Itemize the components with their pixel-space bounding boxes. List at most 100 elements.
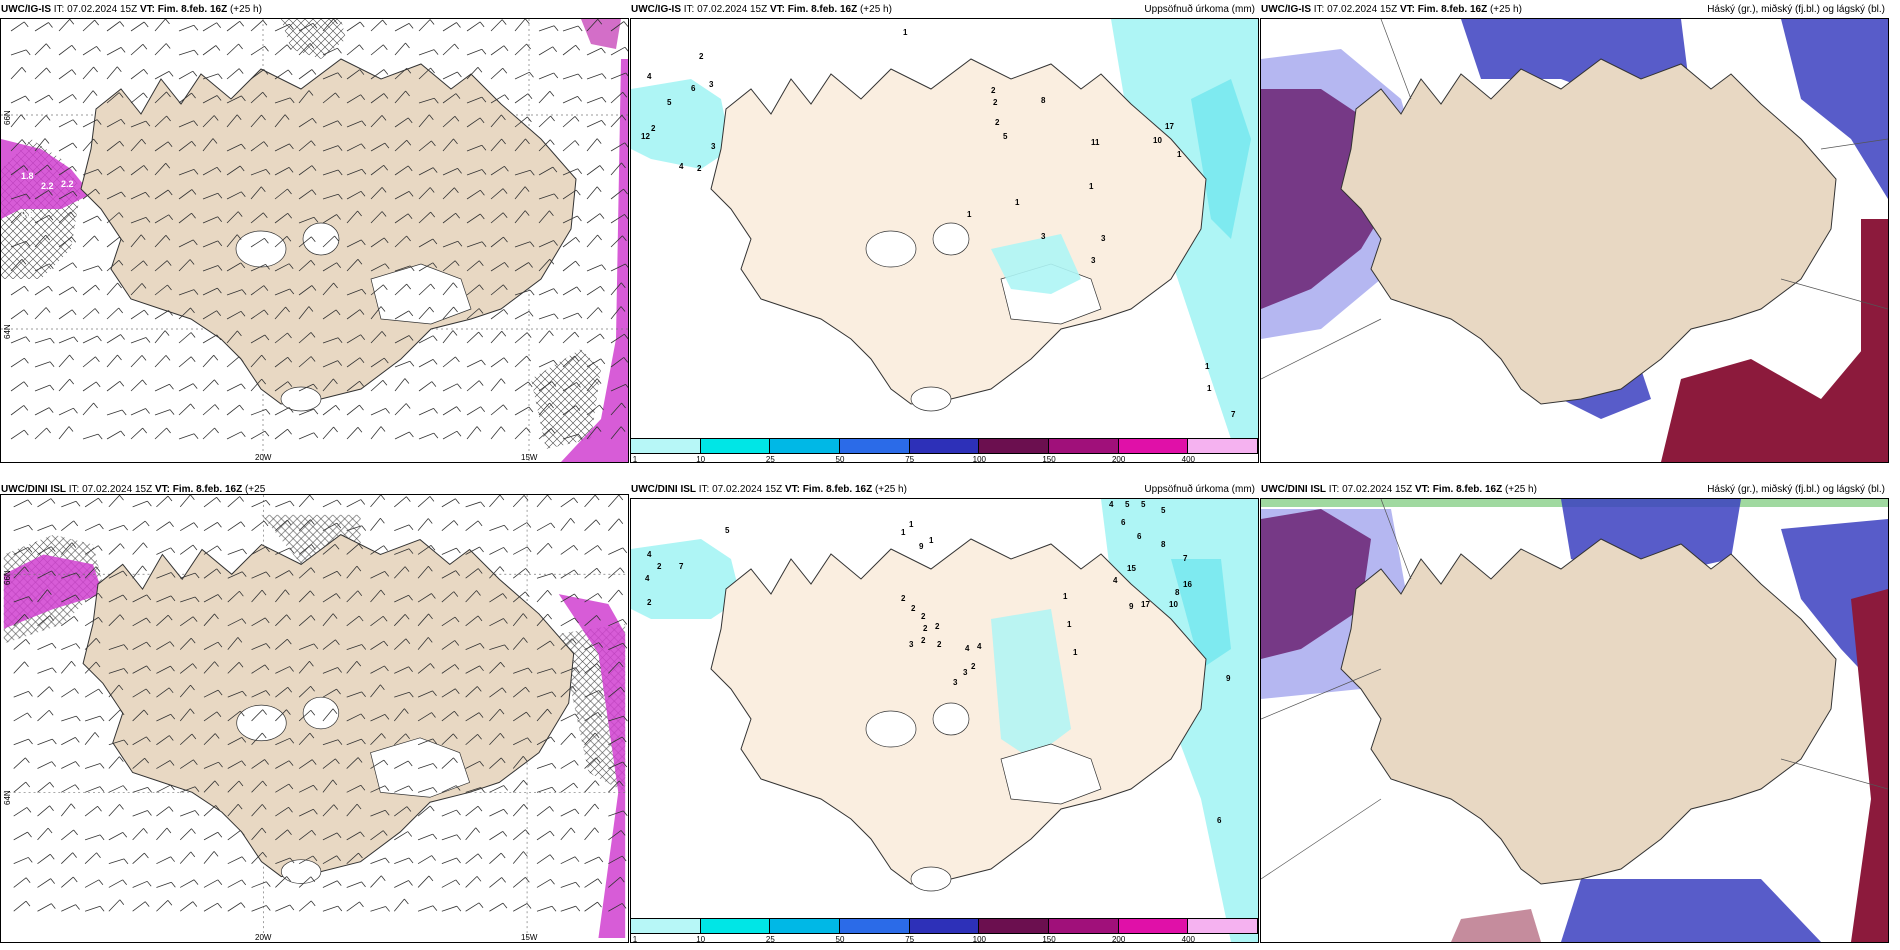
wind-barb xyxy=(61,688,75,698)
wind-barb-flag xyxy=(502,902,508,909)
wind-barb-flag xyxy=(358,852,363,859)
wind-barb xyxy=(418,19,431,32)
wind-barb xyxy=(442,93,457,104)
wind-barb-flag xyxy=(597,545,602,551)
wind-barb-flag xyxy=(596,615,601,621)
wind-barb-flag xyxy=(123,524,128,531)
wind-barb-flag xyxy=(237,803,243,810)
wind-barb-flag xyxy=(310,615,316,621)
wind-barb-flag xyxy=(286,709,291,715)
wind-barb xyxy=(130,191,146,200)
wind-barb-flag xyxy=(431,381,437,387)
wind-barb-flag xyxy=(597,234,602,241)
wind-barb xyxy=(560,569,575,579)
wind-barb-flag xyxy=(98,879,104,886)
wind-barb xyxy=(584,495,596,508)
wind-barb-flag xyxy=(478,902,484,909)
wind-barb-flag xyxy=(146,736,151,743)
wind-barb-flag xyxy=(49,805,54,811)
wind-barb xyxy=(394,165,409,176)
wind-barb-flag xyxy=(454,710,459,717)
precip-value: 1 xyxy=(1089,182,1094,191)
wind-barb xyxy=(226,20,240,32)
wind-barb-flag xyxy=(28,596,33,602)
precip-map[interactable]: 1 2 4 5 6 3 2 12 3 4 2 2 2 2 5 8 11 17 10 1 1 1 1 3 3 3 1 1 7 1 10 25 5… xyxy=(630,18,1259,463)
wind-barb-flag xyxy=(238,356,244,362)
wind-barb-flag xyxy=(217,594,223,600)
wind-barb-flag xyxy=(312,855,318,862)
wind-barb xyxy=(250,169,267,176)
wind-barb-flag xyxy=(551,381,557,387)
wind-barb xyxy=(179,828,192,841)
wind-barb xyxy=(106,307,119,320)
precip-value: 4 xyxy=(1113,576,1118,585)
wind-barb-flag xyxy=(404,378,410,384)
cloud-map[interactable] xyxy=(1260,18,1889,463)
wind-barb-flag xyxy=(480,501,485,508)
precip-map[interactable]: 5 4 2 7 4 2 1 9 1 1 4 5 5 5 6 6 8 7 15 4 16 8 17 10 9 2 2 2 2 2 3 2 2 4 4 2… xyxy=(630,498,1259,943)
wind-barb-flag xyxy=(621,855,627,862)
wind-barb xyxy=(489,661,501,674)
wind-map[interactable]: 1.8 2.2 2.2 0.8 20W 15W 66N 64N xyxy=(0,18,629,463)
wind-barb-flag xyxy=(333,804,339,810)
wind-barb xyxy=(61,904,76,912)
wind-barb-flag xyxy=(405,90,410,97)
wind-barb xyxy=(538,330,550,344)
cloud-map[interactable] xyxy=(1260,498,1889,943)
wind-barb-flag xyxy=(116,66,122,73)
wind-barb xyxy=(538,381,553,392)
wind-barb xyxy=(37,667,53,674)
wind-barb xyxy=(61,500,77,508)
wind-barb-flag xyxy=(289,547,295,554)
wind-barb-flag xyxy=(25,639,31,645)
wind-barb xyxy=(465,665,480,674)
precip-value: 2 xyxy=(647,598,652,607)
wind-barb-flag xyxy=(214,379,219,386)
wind-barb xyxy=(536,640,551,650)
magenta-area-east xyxy=(561,59,628,462)
wind-barb-flag xyxy=(118,307,124,314)
wind-barb xyxy=(178,356,192,368)
wind-barb-flag xyxy=(28,691,33,697)
wind-barb xyxy=(13,596,29,603)
wind-barb xyxy=(562,140,576,152)
precip-value: 2 xyxy=(699,52,704,61)
wind-map[interactable]: 20W 15W 66N 64N xyxy=(0,494,629,943)
wind-barb-flag xyxy=(553,313,559,320)
wind-barb-flag xyxy=(622,761,628,768)
wind-barb xyxy=(322,426,334,440)
wind-barb-flag xyxy=(360,713,366,720)
wind-barb-flag xyxy=(191,828,196,834)
lon-label-20w: 20W xyxy=(255,453,272,462)
wind-barb-flag xyxy=(456,430,462,437)
wind-barb-flag xyxy=(193,24,199,31)
wind-barb xyxy=(34,427,47,440)
wind-barb xyxy=(610,214,625,224)
svg-text:0.8: 0.8 xyxy=(21,209,34,219)
wind-barb-flag xyxy=(49,615,55,621)
wind-barb xyxy=(203,761,219,769)
panel-bottom-right: UWC/DINI ISL IT: 07.02.2024 15Z VT: Fim.… xyxy=(1260,480,1889,943)
wind-barb xyxy=(251,827,263,841)
wind-barb xyxy=(441,520,455,531)
wind-barb-flag xyxy=(27,547,33,553)
wind-barb-flag xyxy=(21,211,27,217)
wind-barb-flag xyxy=(551,787,557,793)
wind-barb xyxy=(108,614,121,627)
wind-barb xyxy=(586,234,598,248)
wind-barb-flag xyxy=(475,827,481,833)
wind-barb xyxy=(370,237,385,248)
wind-barb xyxy=(489,644,505,650)
wind-barb-flag xyxy=(217,216,223,222)
wind-barb xyxy=(298,808,314,817)
wind-barb-flag xyxy=(547,589,552,596)
wind-barb-flag xyxy=(166,91,171,98)
wind-barb xyxy=(13,757,26,769)
wind-barb xyxy=(202,310,217,320)
wind-barb xyxy=(251,905,267,912)
wind-barb xyxy=(298,567,312,579)
wind-barb xyxy=(489,618,504,627)
wind-barb-flag xyxy=(310,260,316,266)
wind-barb-flag xyxy=(25,336,31,343)
